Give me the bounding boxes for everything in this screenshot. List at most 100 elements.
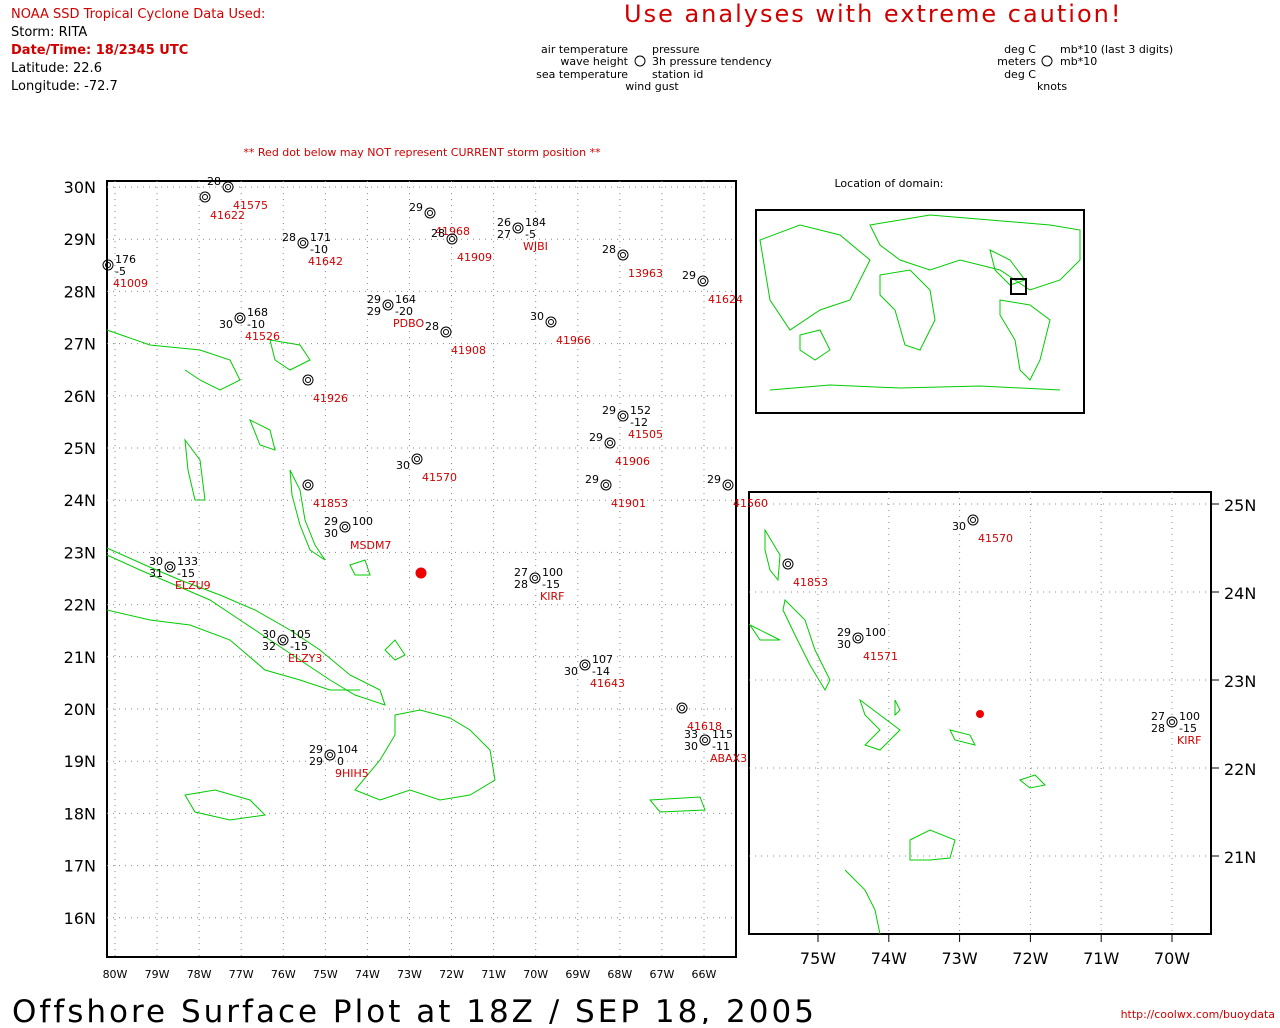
station-sea: 32 [262, 640, 276, 653]
storm-position [976, 710, 984, 718]
station-air: 27 [514, 566, 528, 579]
station-id: 41624 [708, 293, 743, 306]
station-id: 41618 [687, 720, 722, 733]
station-marker [725, 482, 731, 488]
station-air: 29 [409, 201, 423, 214]
station-air: 29 [309, 743, 323, 756]
station-id: 9HIH5 [335, 767, 369, 780]
station-id: ELZY3 [288, 652, 322, 665]
station-id: WJBI [523, 240, 548, 253]
station-marker [199, 191, 211, 203]
lon-label: 66W [692, 968, 717, 981]
station-id: 41643 [590, 677, 625, 690]
lon-label: 74W [871, 949, 907, 968]
station-marker [424, 207, 436, 219]
lon-label: 68W [607, 968, 632, 981]
station-tendency: -15 [290, 640, 308, 653]
station-marker [603, 482, 609, 488]
station-pressure: 115 [712, 728, 733, 741]
lon-label: 72W [439, 968, 464, 981]
lon-label: 76W [271, 968, 296, 981]
station-marker [785, 561, 791, 567]
station-air: 29 [324, 515, 338, 528]
lat-label: 17N [64, 857, 96, 876]
station-id: 41571 [863, 650, 898, 663]
station-tendency: -14 [592, 665, 610, 678]
latitude: Latitude: 22.6 [11, 61, 102, 76]
station-tendency: -20 [395, 305, 413, 318]
station-sea: 30 [952, 520, 966, 533]
station-tendency: -15 [542, 578, 560, 591]
station-air: 29 [585, 473, 599, 486]
lon-label: 73W [942, 949, 978, 968]
station-marker [620, 252, 626, 258]
station-air: 28 [602, 243, 616, 256]
station-marker [529, 572, 541, 584]
lat-label: 22N [1224, 760, 1256, 779]
station-marker [600, 479, 612, 491]
locator-frame [755, 209, 1085, 414]
lon-label: 77W [229, 968, 254, 981]
station-marker [443, 329, 449, 335]
station-pressure: 107 [592, 653, 613, 666]
legend-text: 3h pressure tendency [652, 55, 772, 68]
station-marker [427, 210, 433, 216]
station-marker [302, 479, 314, 491]
station-marker [305, 377, 311, 383]
lat-label: 21N [64, 648, 96, 667]
station-sea: 31 [149, 567, 163, 580]
storm: Storm: RITA [11, 25, 87, 40]
station-id: 41908 [451, 344, 486, 357]
station-id: MSDM7 [350, 539, 391, 552]
station-marker [607, 440, 613, 446]
station-air: 29 [602, 404, 616, 417]
station-pressure: 168 [247, 306, 268, 319]
station-tendency: -11 [712, 740, 730, 753]
legend-text: air temperature [541, 43, 628, 56]
lon-label: 80W [103, 968, 128, 981]
station-pressure: 105 [290, 628, 311, 641]
station-air: 29 [837, 626, 851, 639]
lon-label: 72W [1012, 949, 1048, 968]
station-id: KIRF [1177, 734, 1201, 747]
station-sea: 28 [1151, 722, 1165, 735]
station-id: 41926 [313, 392, 348, 405]
station-air: 28 [207, 175, 221, 188]
lat-label: 28N [64, 282, 96, 301]
station-sea: 30 [684, 740, 698, 753]
legend-text: sea temperature [536, 68, 628, 81]
station-marker [699, 734, 711, 746]
legend-unit: deg C [1004, 68, 1036, 81]
note: ** Red dot below may NOT represent CURRE… [243, 146, 601, 159]
station-tendency: -5 [115, 265, 126, 278]
station-air: 26 [497, 216, 511, 229]
lat-label: 30N [64, 178, 96, 197]
legend-symbol [634, 55, 646, 67]
legend-unit: meters [997, 55, 1036, 68]
legend-symbol [1041, 55, 1053, 67]
station-marker [582, 662, 588, 668]
station-id: 41009 [113, 277, 148, 290]
station-marker [512, 222, 524, 234]
station-pressure: 176 [115, 253, 136, 266]
lon-label: 67W [649, 968, 674, 981]
station-marker [852, 632, 864, 644]
station-id: 41526 [245, 330, 280, 343]
station-marker [167, 564, 173, 570]
legend-unit: mb*10 [1060, 55, 1097, 68]
lat-label: 23N [1224, 672, 1256, 691]
station-id: 41906 [615, 455, 650, 468]
station-id: 41901 [611, 497, 646, 510]
station-marker [300, 240, 306, 246]
datetime: Date/Time: 18/2345 UTC [11, 43, 188, 58]
lon-label: 79W [145, 968, 170, 981]
station-marker [222, 181, 234, 193]
station-marker [515, 225, 521, 231]
station-air: 27 [1151, 710, 1165, 723]
station-id: ELZU9 [175, 579, 211, 592]
source: NOAA SSD Tropical Cyclone Data Used: [11, 7, 265, 22]
station-pressure: 100 [865, 626, 886, 639]
lat-label: 27N [64, 335, 96, 354]
station-marker [579, 659, 591, 671]
station-marker [305, 482, 311, 488]
